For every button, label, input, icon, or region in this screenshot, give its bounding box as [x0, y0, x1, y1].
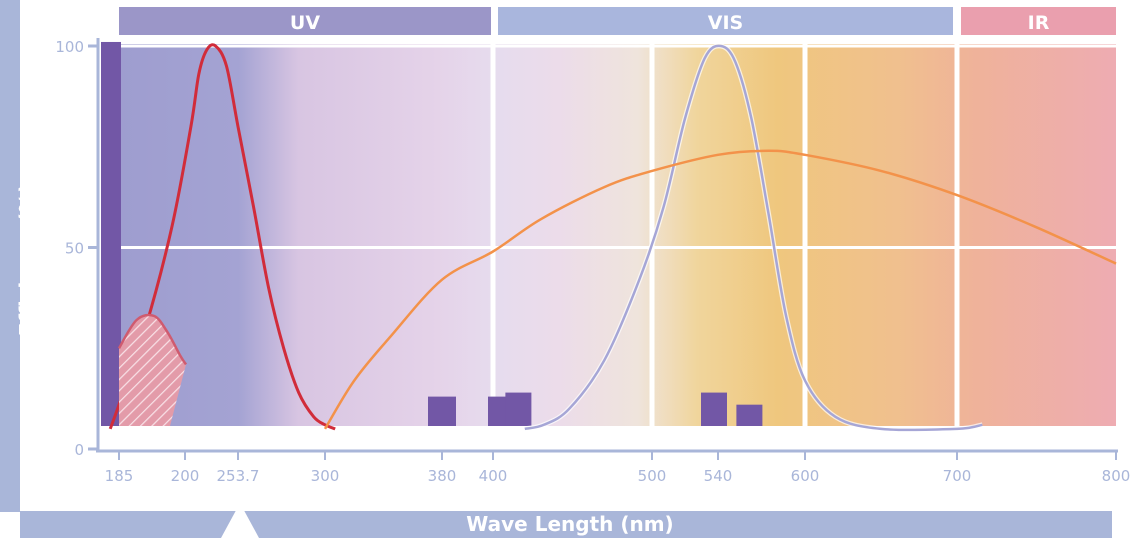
spectral-lines	[101, 41, 763, 426]
series-curves	[108, 43, 1117, 433]
bottom-frame-bar	[20, 511, 1112, 538]
y-axis-title: Efficiency (%)	[15, 184, 39, 337]
band-label-ir: IR	[1028, 12, 1050, 34]
band-vis	[498, 7, 953, 35]
y-tick-label: 100	[55, 38, 84, 56]
band-uv	[119, 7, 491, 35]
spectral-line-bar	[505, 392, 532, 426]
x-tick-label: 400	[479, 467, 508, 485]
plot-background	[119, 44, 1116, 426]
x-ticks: 185 200 253.7 300 380 400 500 540 600 700 800	[105, 451, 1131, 485]
series-hatched-area	[119, 314, 186, 426]
x-tick-label: 253.7	[217, 467, 260, 485]
spectral-line-bar	[428, 396, 456, 426]
series-orange-broad-curve	[323, 149, 1117, 430]
spectral-line-bar	[736, 404, 763, 426]
x-tick-label: 600	[791, 467, 820, 485]
band-ir	[961, 7, 1116, 35]
y-ticks: 0 50 100	[55, 38, 98, 459]
series-red-peak-curve	[108, 43, 336, 431]
y-tick-label: 0	[74, 441, 84, 459]
wavelength-marker-arrow	[221, 503, 259, 538]
series-lavender-peak-curve	[524, 44, 983, 432]
spectral-line-bar	[701, 392, 727, 426]
y-tick-label: 50	[65, 240, 84, 258]
x-tick-label: 380	[428, 467, 457, 485]
band-label-vis: VIS	[708, 12, 743, 34]
x-tick-label: 500	[638, 467, 667, 485]
x-tick-label: 800	[1102, 467, 1131, 485]
x-axis-title: Wave Length (nm)	[466, 512, 673, 536]
x-tick-label: 200	[171, 467, 200, 485]
grid	[119, 38, 1116, 432]
x-tick-label: 185	[105, 467, 134, 485]
x-tick-label: 300	[311, 467, 340, 485]
series-hatched-curve	[117, 313, 188, 366]
spectral-line-bar	[101, 41, 121, 426]
band-label-uv: UV	[290, 12, 320, 34]
left-frame-bar	[0, 0, 20, 512]
x-tick-label: 540	[704, 467, 733, 485]
x-tick-label: 700	[943, 467, 972, 485]
